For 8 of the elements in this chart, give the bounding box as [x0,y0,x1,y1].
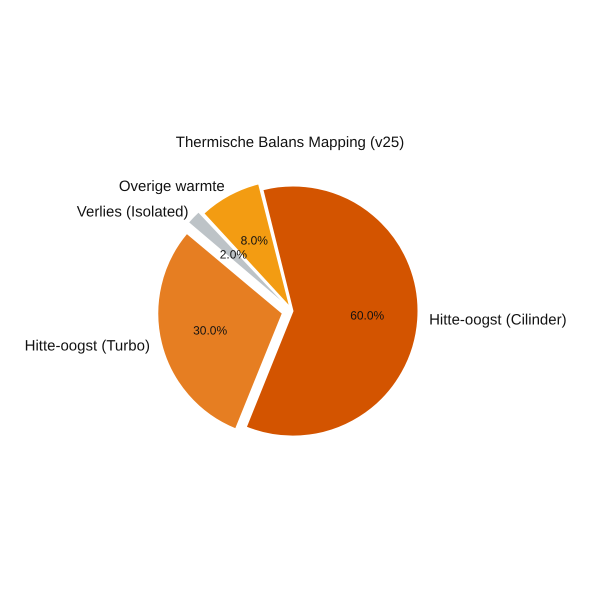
slice-label: Verlies (Isolated) [76,204,189,221]
slice-label: Hitte-oogst (Turbo) [24,338,150,355]
data-label: 8.0% [240,233,268,248]
slice-label: Overige warmte [118,178,225,195]
data-label: 30.0% [193,324,228,338]
data-label: 60.0% [350,308,385,323]
slice-label: Hitte-oogst (Cilinder) [429,312,567,329]
chart-title: Thermische Balans Mapping (v25) [176,134,404,152]
